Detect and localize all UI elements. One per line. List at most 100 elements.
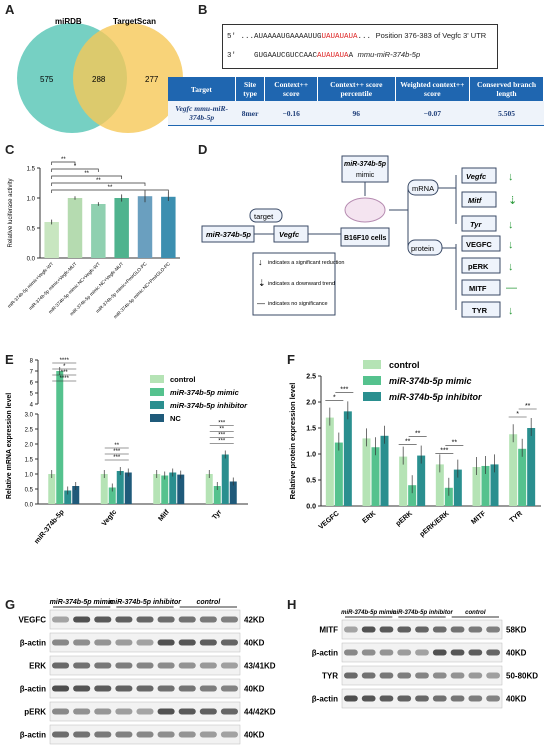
venn-overlap-count: 288 — [92, 75, 106, 84]
protein-item-vegfc: VEGFC — [466, 240, 492, 249]
x-tick-label: pERK/ERK — [419, 510, 451, 538]
y-axis-label: Relative protein expression level — [288, 383, 297, 500]
down-arrow-icon: ↓ — [508, 261, 514, 273]
bar — [44, 222, 59, 258]
bar — [527, 428, 536, 506]
bar — [161, 196, 176, 258]
bar — [371, 447, 380, 506]
panel-letter-c: C — [5, 142, 15, 157]
y-tick-label: 0.5 — [27, 227, 36, 233]
bar — [213, 486, 221, 504]
table-cell: −0.16 — [264, 101, 318, 126]
blot-row-label: β-actin — [20, 685, 46, 694]
panel-letter-e: E — [5, 352, 14, 367]
blot-band — [73, 731, 91, 738]
table-cell: −0.07 — [395, 101, 470, 126]
bar — [161, 475, 169, 504]
bar — [221, 454, 229, 504]
bar — [108, 487, 116, 504]
blot-band — [450, 672, 465, 679]
blot-band — [52, 662, 70, 669]
legend-label: control — [170, 375, 195, 384]
sequence-alignment-box: 5' ...AUAAAAUGAAAAUUGUAUAUAUA... Positio… — [222, 24, 498, 69]
vegfc-label: Vegfc — [279, 230, 300, 239]
blot-band — [157, 639, 175, 646]
legend-swatch — [150, 401, 164, 409]
protein-expression-chart: 0.0 0.5 1.0 1.5 2.0 2.5 Relative protein expre… — [288, 360, 541, 539]
blot-strip — [341, 665, 503, 686]
blot-strip — [49, 701, 241, 722]
legend-swatch — [363, 392, 381, 401]
significance-bracket — [51, 168, 99, 172]
mimic-label: miR-374b-5p — [344, 161, 387, 168]
panel-letter-h: H — [287, 597, 297, 612]
blot-band — [157, 616, 175, 623]
blot-band — [379, 626, 394, 633]
legend-item: indicates no significance — [268, 301, 328, 307]
dashed-arrow-icon: ⇣ — [258, 278, 266, 288]
mrna-item-box — [461, 167, 497, 184]
y-tick-label: 1.0 — [25, 473, 34, 479]
significance-label: ** — [219, 427, 224, 433]
panel-letter-f: F — [287, 352, 295, 367]
y-tick-label: 4 — [30, 403, 34, 409]
y-tick-label: 2.0 — [25, 443, 34, 449]
blot-strip — [341, 642, 503, 663]
blot-band — [136, 685, 154, 692]
bar — [509, 434, 518, 506]
significance-label: ** — [452, 439, 458, 446]
blot-size-label: 58KD — [506, 626, 527, 635]
y-tick-label: 1.5 — [306, 426, 316, 433]
blot-band — [415, 649, 429, 656]
significance-label: ** — [525, 403, 531, 410]
blot-band — [157, 662, 175, 669]
legend-label: miR-374b-5p mimic — [389, 376, 472, 386]
x-tick-label: ERK — [361, 510, 377, 525]
blot-band — [415, 626, 429, 633]
blot-band — [397, 672, 412, 679]
mrna-items: Vegfc ↓ Mitf ⇣ Tyr ↓ — [461, 167, 517, 232]
blot-band — [178, 662, 196, 669]
blot-band — [397, 695, 412, 702]
dashed-arrow-icon: ⇣ — [508, 195, 517, 207]
blot-band — [94, 662, 112, 669]
utr-seq-prefix: 5' ...AUAAAAUGAAAAUUG — [227, 33, 322, 41]
blot-band — [379, 672, 394, 679]
table-header: Site type — [235, 77, 266, 101]
legend-label: miR-374b-5p inhibitor — [170, 401, 248, 410]
mirna-seed: AUAUAUA — [317, 52, 349, 60]
venn-left-label: miRDB — [55, 17, 82, 26]
significance-label: ** — [96, 178, 101, 184]
blot-row-label: β-actin — [312, 695, 338, 704]
bar — [205, 474, 213, 504]
blot-band — [157, 685, 175, 692]
blot-band — [178, 639, 196, 646]
table-header: Target — [168, 77, 236, 101]
significance-bracket — [51, 189, 169, 193]
x-tick-label: miR-374b-5p — [33, 509, 65, 546]
x-tick-label: VEGFC — [318, 510, 341, 531]
y-tick-label: 0.0 — [27, 257, 36, 263]
bar — [334, 442, 343, 506]
blot-row-label: TYR — [322, 672, 338, 681]
blot-band — [136, 708, 154, 715]
bar — [67, 198, 83, 258]
panel-letter-d: D — [198, 142, 208, 157]
significance-label: ** — [405, 439, 411, 446]
blot-band — [450, 626, 465, 633]
x-tick-label: miR-374b-5p mimic+Vegfc-WT — [7, 261, 55, 309]
blot-band — [94, 639, 112, 646]
blot-band — [136, 639, 154, 646]
significance-label: * — [63, 364, 66, 370]
cells-box — [340, 227, 390, 247]
mirna-sequence-line: 3' GUGAAUCGUCCAACAUAUAUAA mmu-miR-374b-5… — [227, 50, 420, 60]
legend-item: indicates a significant reduction — [268, 260, 344, 266]
blot-band — [52, 639, 70, 646]
table-cell: 8mer — [235, 101, 265, 126]
significance-label: * — [74, 164, 77, 170]
blot-band — [397, 626, 412, 633]
blot-band — [136, 662, 154, 669]
blot-band — [220, 708, 238, 715]
blot-band — [115, 708, 133, 715]
protein-label: protein — [411, 244, 434, 253]
